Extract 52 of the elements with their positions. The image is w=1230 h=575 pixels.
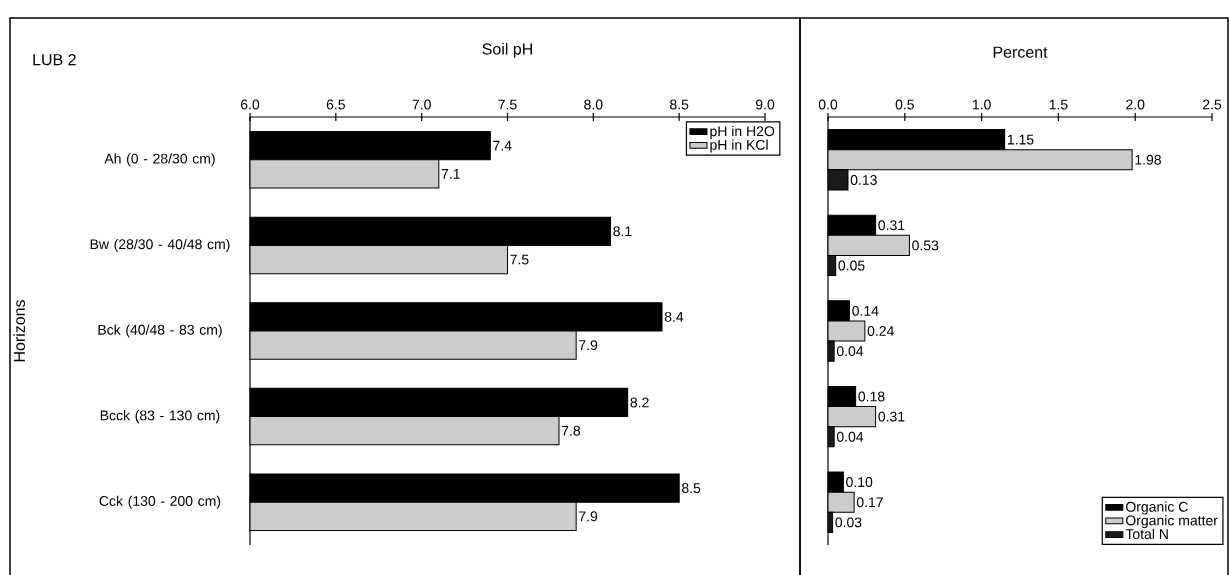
y-axis-title: Horizons [13,300,26,362]
x-tick-label: 8.5 [670,99,689,110]
y-tick-label: Bck (40/48 - 83 cm) [98,324,222,338]
data-label: 0.24 [867,326,894,336]
x-tick-label: 7.5 [498,99,517,110]
y-tick-label: Ah (0 - 28/30 cm) [104,153,215,167]
data-label: 0.17 [856,497,883,508]
data-label: 0.53 [912,240,939,251]
x-tick-label: 1.0 [972,99,991,110]
data-label: 8.5 [681,483,701,494]
legend-label: Total N [1125,528,1168,540]
data-label: 0.14 [852,305,879,316]
x-tick-label: 2.0 [1126,99,1145,110]
data-label: 8.4 [664,311,684,322]
data-label: 7.9 [579,340,598,351]
legend-label: Organic matter [1126,515,1218,529]
data-label: 0.10 [846,477,873,488]
x-tick-label: 0.5 [895,99,914,110]
data-label: 7.9 [579,511,598,522]
data-label: 0.05 [838,260,865,271]
text: LUB 2 [33,53,76,66]
y-tick-label: Bw (28/30 - 40/48 cm) [90,238,230,252]
x-tick-label: 6.0 [240,99,260,110]
legend-label: pH in KCl [710,139,768,153]
data-label: 7.8 [561,425,581,436]
data-label: 0.04 [836,346,864,357]
data-label: 7.4 [493,140,512,151]
data-label: 0.13 [850,174,877,185]
data-label: 8.1 [613,226,632,237]
x-tick-label: 2.5 [1202,99,1222,110]
x-tick-label: 7.0 [412,99,431,110]
data-label: 0.31 [878,220,905,231]
data-label: 8.2 [630,397,649,408]
legend-label: pH in H2O [710,125,775,139]
data-label: 0.04 [836,431,864,442]
y-tick-label: Bcck (83 - 130 cm) [100,410,220,424]
legend-label: Organic C [1126,501,1188,515]
data-label: 1.15 [1007,134,1034,145]
x-tick-label: 1.5 [1049,99,1068,110]
data-label: 1.98 [1135,154,1161,165]
x-tick-label: 0.0 [818,99,838,110]
data-label: 0.31 [878,411,905,422]
y-tick-label: Cck (130 - 200 cm) [99,495,221,509]
data-label: 7.5 [510,254,529,265]
x-tick-label: 6.5 [326,99,345,110]
data-label: 0.03 [835,517,862,528]
x-tick-label: 9.0 [755,99,775,110]
x-axis-title: Soil pH [482,42,532,58]
data-label: 0.18 [858,391,885,402]
x-axis-title: Percent [993,46,1048,58]
data-label: 7.1 [441,169,460,179]
x-tick-label: 8.0 [584,99,603,110]
